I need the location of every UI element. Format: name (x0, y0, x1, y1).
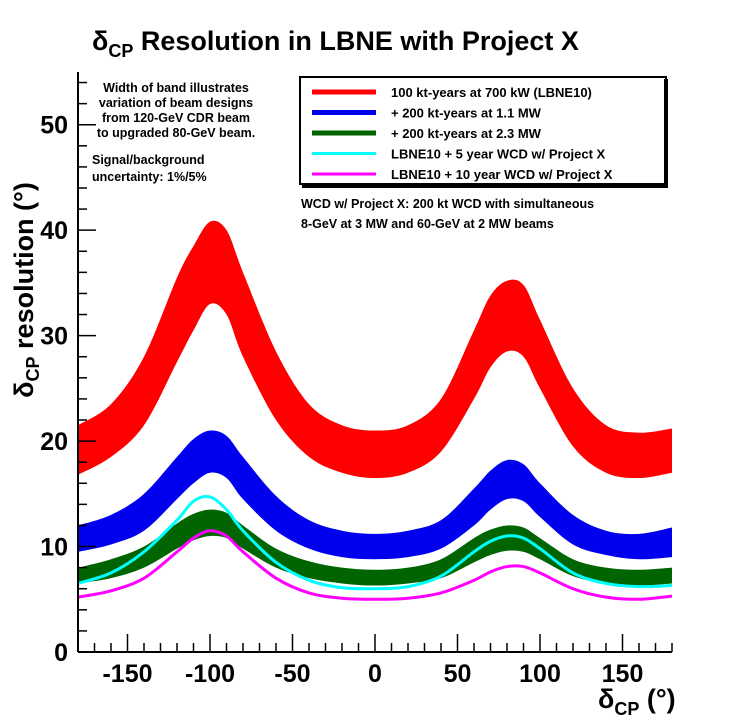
chart-title-text: Resolution in LBNE with Project X (133, 26, 579, 56)
legend-label: + 200 kt-years at 2.3 MW (391, 126, 542, 141)
legend-label: + 200 kt-years at 1.1 MW (391, 106, 542, 121)
axis-layer: 0 10 20 30 40 50 -150 -100 -50 0 50 100 150 (40, 72, 673, 688)
series-layer (78, 220, 672, 601)
legend-label: 100 kt-years at 700 kW (LBNE10) (391, 85, 592, 100)
band-note-line: variation of beam designs (99, 96, 253, 110)
x-axis-label: δCP (°) (598, 684, 676, 719)
band-note-line: to upgraded 80-GeV beam. (97, 126, 255, 140)
chart-title: δCP Resolution in LBNE with Project X (92, 26, 579, 61)
series-band-1 (78, 430, 672, 560)
legend-label: LBNE10 + 5 year WCD w/ Project X (391, 147, 606, 162)
legend-label: LBNE10 + 10 year WCD w/ Project X (391, 167, 613, 182)
x-tick-label: -50 (274, 660, 310, 688)
y-axis-label-text: resolution (°) (9, 182, 39, 356)
x-tick-label: 150 (602, 660, 644, 688)
chart-title-sub: CP (108, 41, 133, 61)
y-axis-label: δCP resolution (°) (9, 182, 43, 398)
x-tick-label: -150 (102, 660, 152, 688)
series-band-0 (78, 220, 672, 478)
uncertainty-note-line: uncertainty: 1%/5% (92, 170, 207, 184)
legend-entries: 100 kt-years at 700 kW (LBNE10) + 200 kt-… (312, 85, 613, 182)
y-axis-label-prefix: δ (9, 381, 39, 397)
uncertainty-note: Signal/background uncertainty: 1%/5% (92, 153, 207, 184)
x-tick-label: -100 (185, 660, 235, 688)
band-note-line: Width of band illustrates (103, 81, 249, 95)
y-tick-label: 20 (40, 428, 68, 456)
x-tick-label: 100 (519, 660, 561, 688)
y-tick-label: 10 (40, 534, 68, 562)
wcd-note-line: 8-GeV at 3 MW and 60-GeV at 2 MW beams (301, 217, 554, 231)
legend: 100 kt-years at 700 kW (LBNE10) + 200 kt-… (299, 76, 668, 188)
y-axis-label-sub: CP (23, 356, 43, 381)
x-axis-label-unit: (°) (639, 684, 675, 714)
chart-title-prefix: δ (92, 26, 108, 56)
x-axis-label-prefix: δ (598, 684, 614, 714)
y-tick-label: 0 (54, 639, 68, 667)
y-tick-label: 50 (40, 112, 68, 140)
uncertainty-note-line: Signal/background (92, 153, 205, 167)
x-tick-label: 50 (444, 660, 472, 688)
band-note-line: from 120-GeV CDR beam (102, 111, 250, 125)
x-tick-label: 0 (368, 660, 382, 688)
series-line-4 (78, 529, 672, 601)
y-tick-label: 30 (40, 323, 68, 351)
series-line-3 (78, 495, 672, 591)
band-note: Width of band illustrates variation of b… (97, 81, 255, 140)
x-axis-label-sub: CP (614, 699, 639, 719)
y-tick-label: 40 (40, 217, 68, 245)
wcd-note: WCD w/ Project X: 200 kt WCD with simult… (301, 197, 594, 231)
series-band-2 (78, 509, 672, 586)
wcd-note-line: WCD w/ Project X: 200 kt WCD with simult… (301, 197, 594, 211)
